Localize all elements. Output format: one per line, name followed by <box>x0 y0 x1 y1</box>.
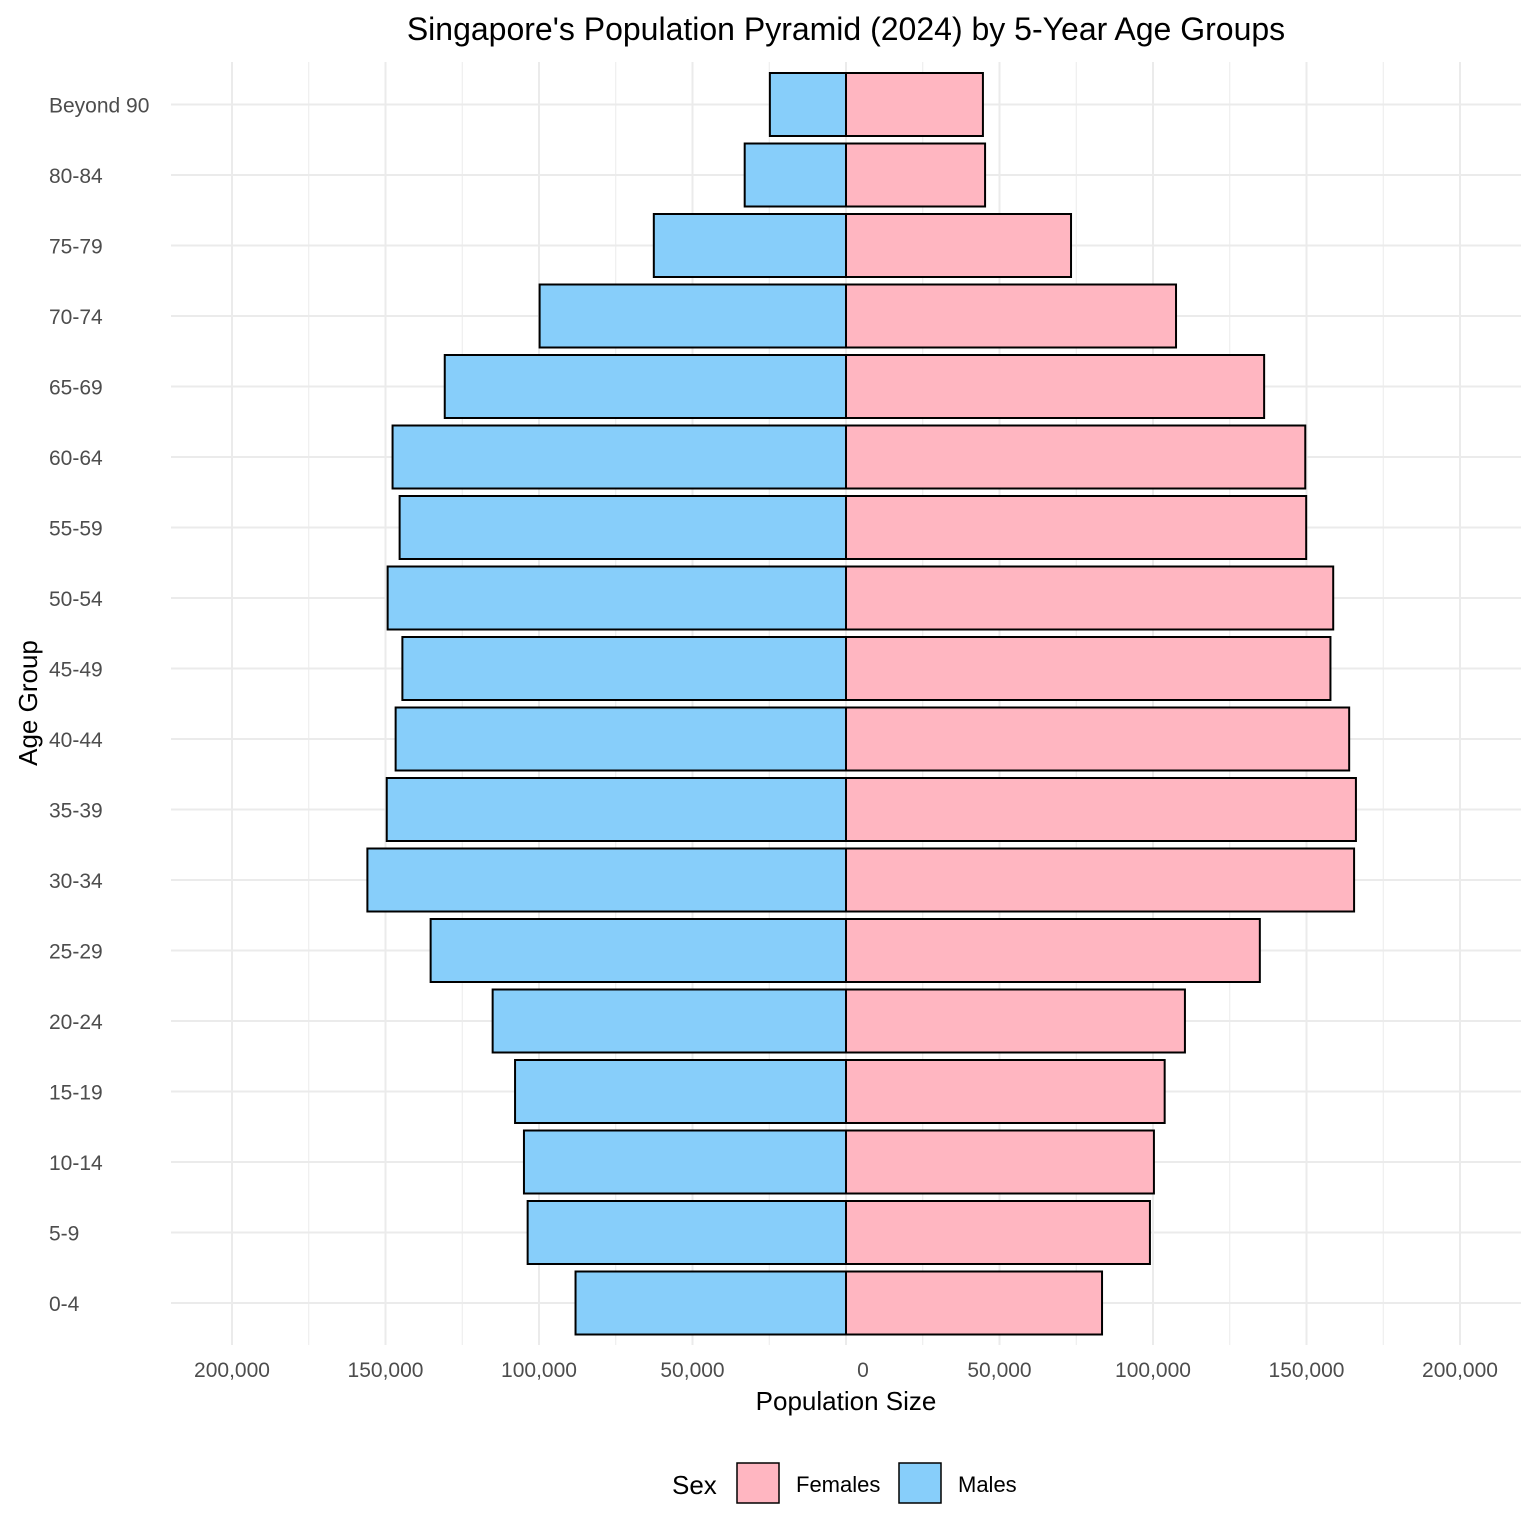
legend-key-males <box>898 1462 942 1504</box>
bar-females-30-34 <box>845 847 1356 913</box>
bar-males-45-49 <box>401 636 847 701</box>
bar-males-35-39 <box>385 777 847 842</box>
bar-females-15-19 <box>845 1059 1166 1124</box>
x-axis-title: Population Size <box>756 1386 937 1416</box>
bar-males-20-24 <box>491 988 847 1054</box>
y-tick-label: 5-9 <box>49 1223 79 1246</box>
bar-females-70-74 <box>845 283 1178 349</box>
y-tick-label: 70-74 <box>49 306 103 329</box>
x-tick-label: 100,000 <box>501 1359 577 1382</box>
y-tick-label: 15-19 <box>49 1082 103 1105</box>
bar-males-55-59 <box>398 495 847 560</box>
chart-title: Singapore's Population Pyramid (2024) by… <box>407 11 1285 47</box>
bar-males-0-4 <box>574 1270 848 1336</box>
x-tick-label: 200,000 <box>1422 1359 1498 1382</box>
bar-females-55-59 <box>845 495 1308 560</box>
y-axis-title: Age Group <box>13 640 43 766</box>
y-tick-label: 65-69 <box>49 377 103 400</box>
bar-females-beyond-90 <box>845 72 984 137</box>
bar-males-50-54 <box>386 565 847 631</box>
bar-females-40-44 <box>845 706 1351 772</box>
x-tick-label: 150,000 <box>1269 1359 1345 1382</box>
bar-males-60-64 <box>391 424 847 490</box>
y-tick-label: 40-44 <box>49 729 103 752</box>
bar-males-80-84 <box>743 142 847 208</box>
bar-males-beyond-90 <box>768 72 848 137</box>
bar-females-60-64 <box>845 424 1307 490</box>
x-axis-tick-labels: 200,000 150,000 100,000 50,000 0 50,000 100,00… <box>194 1359 1498 1382</box>
legend-label-females: Females <box>796 1472 880 1497</box>
x-tick-label: 100,000 <box>1115 1359 1191 1382</box>
y-tick-label: 80-84 <box>49 165 103 188</box>
bar-females-0-4 <box>845 1270 1104 1336</box>
bar-females-10-14 <box>845 1129 1155 1195</box>
y-tick-label: 60-64 <box>49 447 103 470</box>
bar-males-25-29 <box>429 918 847 983</box>
bar-females-45-49 <box>845 636 1332 701</box>
y-tick-label: 35-39 <box>49 800 103 823</box>
bar-females-25-29 <box>845 918 1261 983</box>
y-tick-label: 25-29 <box>49 941 103 964</box>
legend: Sex Females Males <box>672 1462 1017 1504</box>
bar-males-5-9 <box>526 1200 847 1265</box>
y-tick-label: Beyond 90 <box>49 95 149 118</box>
legend-title: Sex <box>672 1470 717 1500</box>
x-tick-label: 0 <box>857 1359 869 1382</box>
bar-males-65-69 <box>443 354 847 419</box>
bar-females-35-39 <box>845 777 1357 842</box>
y-tick-label: 75-79 <box>49 236 103 259</box>
y-tick-label: 10-14 <box>49 1152 103 1175</box>
bar-females-80-84 <box>845 142 987 208</box>
y-tick-label: 55-59 <box>49 518 103 541</box>
bar-males-70-74 <box>538 283 847 349</box>
y-tick-label: 30-34 <box>49 870 103 893</box>
bar-males-30-34 <box>366 847 847 913</box>
y-tick-label: 0-4 <box>49 1293 80 1316</box>
x-tick-label: 200,000 <box>194 1359 270 1382</box>
bar-females-50-54 <box>845 565 1335 631</box>
y-axis-tick-labels: 0-4 5-9 10-14 15-19 20-24 25-29 30-34 35-39 40-4… <box>49 95 149 1317</box>
bar-males-40-44 <box>394 706 847 772</box>
legend-key-females <box>736 1462 780 1504</box>
bar-males-10-14 <box>522 1129 847 1195</box>
legend-label-males: Males <box>958 1472 1017 1497</box>
y-tick-label: 50-54 <box>49 588 103 611</box>
x-tick-label: 150,000 <box>348 1359 424 1382</box>
bars <box>366 72 1357 1336</box>
bar-females-20-24 <box>845 988 1186 1054</box>
bar-males-75-79 <box>652 213 847 278</box>
bar-males-15-19 <box>514 1059 848 1124</box>
x-tick-label: 50,000 <box>660 1359 724 1382</box>
bar-females-75-79 <box>845 213 1073 278</box>
bar-females-5-9 <box>845 1200 1151 1265</box>
y-tick-label: 20-24 <box>49 1011 103 1034</box>
bar-females-65-69 <box>845 354 1266 419</box>
x-tick-label: 50,000 <box>967 1359 1031 1382</box>
y-tick-label: 45-49 <box>49 659 103 682</box>
